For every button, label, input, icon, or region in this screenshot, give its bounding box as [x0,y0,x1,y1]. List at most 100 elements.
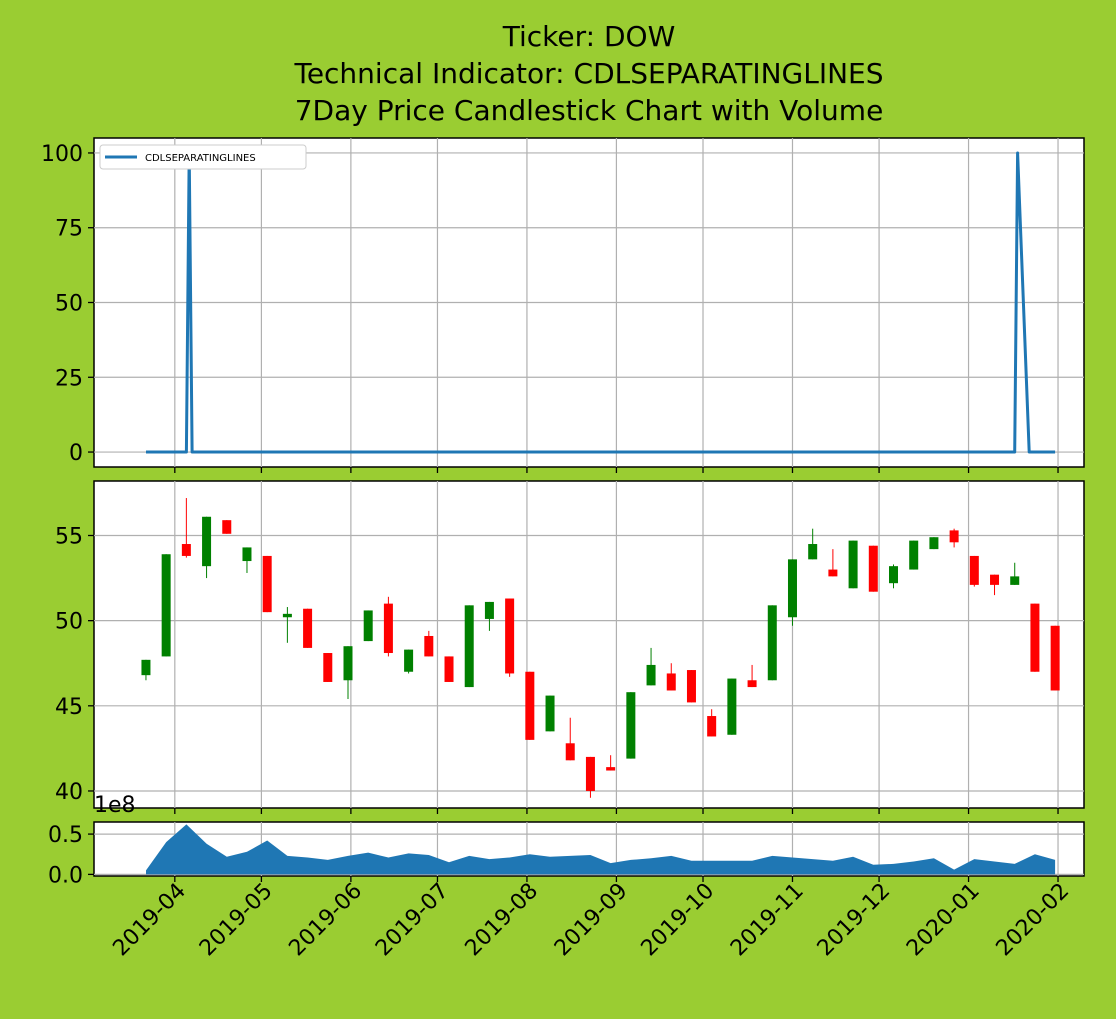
candle [949,528,959,548]
candle-body [949,530,959,543]
candle [767,605,777,681]
candle [323,653,333,682]
volume-offset-label: 1e8 [94,793,136,818]
candle [484,601,494,631]
x-tick-label: 2019-10 [637,879,720,962]
x-tick-label: 2019-11 [726,879,809,962]
y-tick-label: 25 [55,366,83,391]
candle [889,564,899,589]
candle-body [202,516,212,567]
candle-body [1050,625,1060,691]
y-tick-label: 75 [55,217,83,242]
candle-body [585,756,595,791]
x-tick-label: 2019-08 [461,879,544,962]
candle-body [444,656,454,682]
candle [464,605,474,688]
candle [1050,625,1060,691]
candle [424,630,434,657]
candle-body [141,659,151,676]
candle-body [545,695,555,732]
candle [444,656,454,682]
x-tick-label: 2019-07 [371,879,454,962]
price-y-ticks: 40 45 50 55 [55,525,94,805]
candle-body [707,716,717,737]
candle [565,717,575,761]
candle [525,671,535,740]
candle-body [626,692,636,759]
candle-body [889,566,899,584]
y-tick-label: 45 [55,695,83,720]
candle-body [363,610,373,642]
candle [990,574,1000,596]
y-tick-label: 55 [55,525,83,550]
candle [363,610,373,642]
y-tick-label: 0.5 [48,823,83,848]
candle [666,663,676,691]
candle [747,664,757,688]
volume-y-ticks: 0.0 0.5 [48,823,94,888]
candle-body [990,574,1000,585]
candle-body [727,678,737,735]
candle-body [484,601,494,619]
volume-panel: 0.0 0.5 1e8 [48,793,1085,888]
candle [161,554,171,657]
price-panel: 40 45 50 55 [55,480,1085,814]
volume-area [146,824,1056,875]
candle [828,549,838,577]
candle [383,596,393,657]
candle [202,516,212,579]
candle-body [787,559,797,618]
x-tick-label: 2020-02 [992,879,1075,962]
candle [626,692,636,759]
candle-body [969,555,979,585]
candle [282,607,292,643]
indicator-series [146,151,1056,454]
candle-body [828,569,838,577]
y-tick-label: 0 [69,441,83,466]
candle [242,547,252,573]
title-line-2: Technical Indicator: CDLSEPARATINGLINES [293,57,883,90]
candle-body [909,540,919,570]
candle [707,709,717,737]
title-line-1: Ticker: DOW [502,20,676,53]
candle-body [242,547,252,562]
title-line-3: 7Day Price Candlestick Chart with Volume [295,94,884,127]
candle [222,520,232,534]
candle-body [383,603,393,654]
candle-body [222,520,232,534]
candle [787,559,797,626]
candle-body [343,646,353,681]
candle [505,598,515,677]
candle [1030,603,1040,672]
chart-title: Ticker: DOW Technical Indicator: CDLSEPA… [293,20,883,127]
y-tick-label: 40 [55,780,83,805]
candle-body [767,605,777,681]
legend-entry-label: CDLSEPARATINGLINES [145,153,256,164]
candle [303,608,313,648]
candle-body [747,680,757,688]
x-tick-label: 2019-06 [284,879,367,962]
indicator-panel: 0 25 50 75 100 CDLSEPARATINGLINES [41,137,1085,473]
candle [262,555,272,613]
candle [727,678,737,735]
candle [646,647,656,686]
candle [181,498,191,558]
indicator-y-ticks: 0 25 50 75 100 [41,142,94,466]
candle-body [505,598,515,674]
candle-body [161,554,171,657]
candle-body [565,743,575,761]
candle-body [525,671,535,740]
candle [606,755,616,771]
candle [545,695,555,732]
candlestick-series [141,498,1060,798]
candle-body [1030,603,1040,672]
candle [808,528,818,560]
candle [404,649,414,674]
x-tick-label: 2019-04 [108,879,191,962]
candle [1010,562,1020,585]
indicator-line [146,151,1056,454]
candle-body [686,670,696,703]
candle-body [848,540,858,589]
candle-body [666,673,676,691]
